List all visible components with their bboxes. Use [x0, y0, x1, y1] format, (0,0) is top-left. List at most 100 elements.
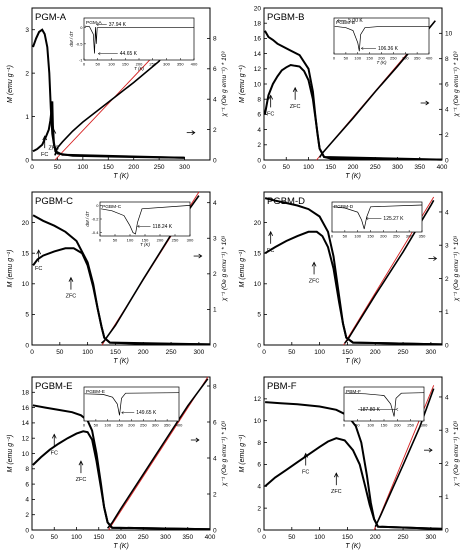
inset-annotation-arrow-head [395, 407, 399, 411]
x-axis-label: T (K) [113, 173, 129, 180]
x-tick-label: 0 [30, 534, 34, 541]
inset-y-tick-label: -0.4 [92, 230, 100, 235]
y-axis-label-right: χ⁻¹ (Oe g emu⁻¹) * 10³ [221, 235, 228, 302]
y-tick-label-left: 20 [254, 220, 262, 227]
inset-x-tick-label: 200 [394, 423, 401, 428]
inset-x-tick-label: 400 [191, 62, 198, 67]
y-tick-label-right: 0 [213, 342, 217, 349]
y-tick-label-left: 16 [254, 36, 262, 43]
inverse-susceptibility-curve [106, 378, 209, 529]
panel-label: PGM-A [35, 12, 67, 23]
inset-x-tick-label: 50 [344, 56, 349, 61]
inset-x-tick-label: 0 [99, 238, 102, 243]
fc-arrow-head [42, 135, 48, 141]
zfc-label: ZFC [66, 294, 77, 300]
fc-arrow-head [303, 452, 309, 458]
y-tick-label-left: 0 [25, 342, 29, 349]
y-tick-label-right: 8 [213, 383, 217, 390]
y-tick-label-right: 4 [213, 97, 217, 104]
y-tick-label-left: 15 [254, 251, 262, 258]
x-tick-label: 300 [425, 534, 436, 541]
x-tick-label: 0 [30, 349, 34, 356]
y-tick-label-right: 1 [213, 307, 217, 314]
x-axis-label: T (K) [113, 543, 129, 550]
y-tick-label-left: 18 [22, 390, 30, 397]
y-axis-label-right: χ⁻¹ (Oe g emu⁻¹) * 10³ [221, 420, 228, 487]
inset-x-tick-label: 400 [176, 423, 183, 428]
fc-arrow-head [268, 94, 274, 100]
x-tick-label: 50 [283, 164, 291, 171]
panel-pgbm-e: 0 50 100 150 200 250 300 350 4000246810121416180… [7, 376, 228, 550]
y-tick-label-right: 2 [445, 132, 449, 139]
inset-derivative-curve [84, 25, 194, 54]
inset-derivative-curve [334, 25, 429, 52]
zfc-label: ZFC [290, 104, 301, 110]
y-axis-label-right: χ⁻¹ (Oe g emu⁻¹) * 10³ [453, 235, 460, 302]
y-tick-label-right: 4 [213, 455, 217, 462]
inset-x-tick-label: 300 [421, 423, 428, 428]
inset-x-tick-label: 250 [393, 234, 400, 239]
inset-x-tick-label: 100 [127, 238, 134, 243]
inset-x-tick-label: 250 [149, 62, 156, 67]
x-tick-label: 350 [182, 534, 193, 541]
inset-x-label: T (K) [140, 242, 150, 247]
y-tick-label-right: 3 [445, 243, 449, 250]
inset: 0 50 100 150 200 250 300 350 400 T (K) PGBM-B5.00 … [333, 17, 433, 65]
y-tick-label-left: 3 [25, 27, 29, 34]
y-tick-label-left: 10 [254, 81, 262, 88]
inset-label: PGBM-B [336, 20, 355, 26]
panel-label: PGBM-B [267, 12, 304, 23]
zfc-arrow-head [68, 276, 74, 282]
x-tick-label: 150 [342, 534, 353, 541]
right-axis-arrow-head [195, 437, 200, 443]
inset-label: PBM-F [346, 389, 361, 395]
inset-derivative-curve [100, 205, 191, 235]
zfc-label: ZFC [309, 278, 320, 284]
inset-x-tick-label: 350 [414, 56, 421, 61]
fc-arrow-head [36, 249, 42, 255]
fc-label: FC [267, 248, 274, 254]
fit-line [108, 376, 209, 531]
y-tick-label-right: 0 [213, 157, 217, 164]
inset-y-label: dM / dT [85, 210, 90, 227]
x-tick-label: 0 [262, 534, 266, 541]
panel-label: PGBM-E [35, 381, 72, 392]
y-tick-label-left: 8 [257, 97, 261, 104]
inset-x-tick-label: 50 [113, 238, 118, 243]
y-tick-label-left: 20 [22, 220, 30, 227]
inset-x-tick-label: 150 [122, 62, 129, 67]
panel-pgbm-b: 0 50 100 150 200 250 300 350 4000246810121416182… [239, 5, 460, 180]
y-tick-label-left: 18 [254, 21, 262, 28]
y-tick-label-left: 14 [254, 51, 262, 58]
inset-x-tick-label: 200 [378, 56, 385, 61]
zfc-curve [264, 230, 443, 346]
inset-label: PGBM-C [102, 204, 122, 210]
y-axis-label-left: M (emu g⁻¹) [239, 435, 246, 473]
x-tick-label: 100 [303, 164, 314, 171]
inset-x-tick-label: 250 [390, 56, 397, 61]
y-tick-label-right: 3 [445, 428, 449, 435]
inset-x-tick-label: 200 [380, 234, 387, 239]
inset-annotation: 37.94 K [109, 22, 127, 28]
x-tick-label: 100 [314, 534, 325, 541]
zfc-label: ZFC [76, 477, 87, 483]
inset-annotation-arrow-head [336, 19, 340, 23]
inset-y-tick-label: 0 [80, 25, 83, 30]
inset-x-tick-label: 350 [164, 423, 171, 428]
zfc-curve [32, 430, 211, 531]
inset-annotation-arrow-head [365, 216, 369, 221]
x-tick-label: 300 [425, 349, 436, 356]
inset-x-tick-label: 250 [140, 423, 147, 428]
x-tick-label: 250 [154, 164, 165, 171]
y-axis-label-left: M (emu g⁻¹) [239, 250, 246, 288]
inset-x-tick-label: 300 [152, 423, 159, 428]
y-tick-label-right: 0 [445, 157, 449, 164]
x-tick-label: 150 [342, 349, 353, 356]
panel-pgm-a: 0 50 100 150 200 250 300 0 1 2 3 0 2 4 6 8 T (K) M (emu g… [7, 7, 228, 180]
y-axis-label-left: M (emu g⁻¹) [7, 65, 14, 103]
y-tick-label-left: 12 [22, 436, 30, 443]
zfc-curve [32, 247, 211, 346]
inset-x-tick-label: 150 [366, 56, 373, 61]
